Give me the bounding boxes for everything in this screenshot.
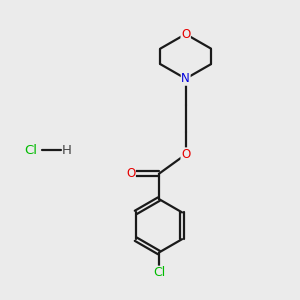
Text: O: O [126, 167, 135, 180]
Text: O: O [181, 148, 190, 161]
Text: O: O [181, 28, 190, 40]
Text: H: H [62, 143, 72, 157]
Text: Cl: Cl [25, 143, 38, 157]
Text: N: N [181, 72, 190, 85]
Text: Cl: Cl [153, 266, 165, 279]
